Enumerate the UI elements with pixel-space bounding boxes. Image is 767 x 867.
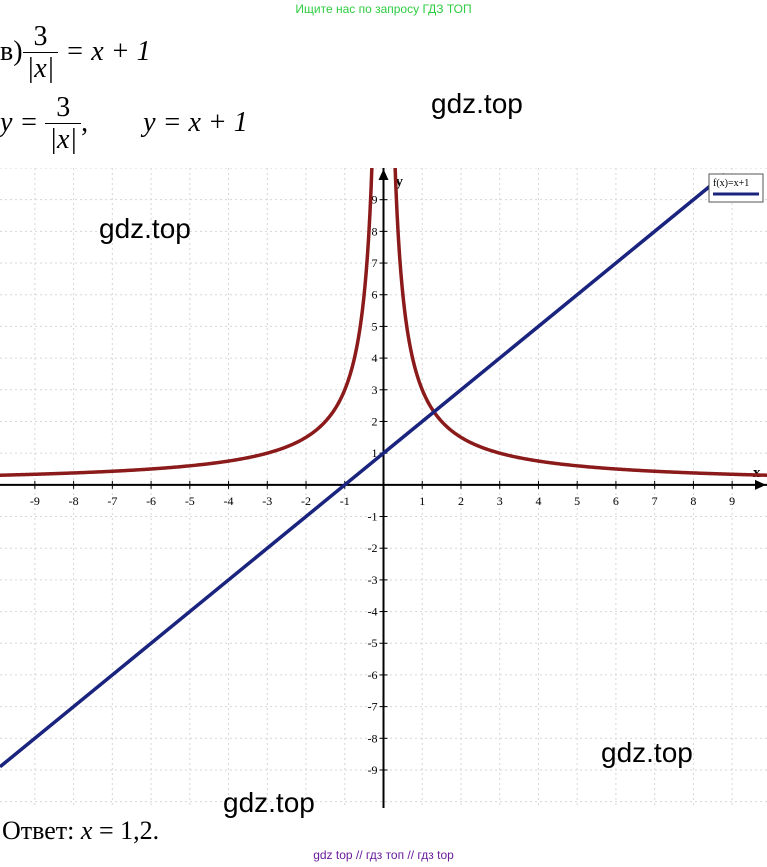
fraction-denominator: |x| xyxy=(22,52,59,85)
footer[interactable]: gdz top // гдз топ // гдз top xyxy=(313,848,454,862)
function-fraction: 3 |x| xyxy=(45,92,82,156)
y-tick-label: -7 xyxy=(368,700,378,714)
y-tick-label: -6 xyxy=(368,668,378,682)
x-tick-label: -1 xyxy=(340,494,350,508)
x-tick-label: -9 xyxy=(30,494,40,508)
y-tick-label: 8 xyxy=(372,224,378,238)
y-tick-label: -3 xyxy=(368,573,378,587)
watermark: gdz.top xyxy=(601,737,693,768)
x-tick-label: 9 xyxy=(729,494,735,508)
function-definitions: y = 3 |x|, y = x + 1 xyxy=(0,93,248,156)
answer-value: 1,2. xyxy=(120,816,160,845)
y-tick-label: -4 xyxy=(368,605,378,619)
x-tick-label: -3 xyxy=(262,494,272,508)
ticks: -9 -8 -7 -6 -5 -4 -3 -2 -1 1 2 3 4 5 6 7 8 9 -9 -8 -7 -6 -5 -4 -… xyxy=(30,193,735,777)
fraction-3-over-abs-x: 3 |x| xyxy=(22,21,59,85)
x-tick-label: 3 xyxy=(497,494,503,508)
equation: в) 3 |x| = x + 1 xyxy=(0,22,151,85)
function-comma: , xyxy=(81,106,89,138)
y-tick-label: -8 xyxy=(368,731,378,745)
axes: xy xyxy=(0,168,767,808)
function-linear: y = x + 1 xyxy=(143,106,248,138)
function-fraction-numerator: 3 xyxy=(56,92,71,123)
answer-variable: x xyxy=(80,816,93,845)
answer: Ответ: x = 1,2. xyxy=(2,816,159,846)
y-tick-label: -9 xyxy=(368,763,378,777)
function-graph: xy -9 -8 -7 -6 -5 -4 -3 -2 -1 1 2 3 4 5 6 7 8 9-9-8-7-6-5… xyxy=(0,168,767,808)
x-tick-label: 1 xyxy=(419,494,425,508)
x-axis-arrow xyxy=(755,479,766,490)
legend: f(x)=x+1 xyxy=(708,173,764,203)
function-fraction-denominator: |x| xyxy=(45,123,82,156)
x-tick-label: 6 xyxy=(613,494,619,508)
x-tick-label: -4 xyxy=(224,494,234,508)
answer-equals: = xyxy=(98,816,114,845)
y-axis-arrow xyxy=(378,169,389,180)
legend-box xyxy=(708,173,764,203)
watermark: gdz.top xyxy=(431,88,523,119)
y-tick-label: -1 xyxy=(368,510,378,524)
top-banner[interactable]: Ищите нас по запросу ГДЗ ТОП xyxy=(295,2,472,16)
watermark: gdz.top xyxy=(223,787,315,818)
curve-hyperbola-right xyxy=(393,168,767,477)
curves xyxy=(0,168,767,769)
x-tick-label: -2 xyxy=(301,494,311,508)
x-tick-label: -5 xyxy=(185,494,195,508)
y-tick-label: 3 xyxy=(372,383,378,397)
curve-hyperbola-left xyxy=(0,168,374,477)
equation-rhs: = x + 1 xyxy=(65,35,151,67)
line-x-plus-1 xyxy=(0,172,726,769)
y-tick-label: 4 xyxy=(372,351,378,365)
x-axis-label: x xyxy=(753,465,761,481)
x-tick-label: 8 xyxy=(690,494,696,508)
answer-prefix: Ответ: xyxy=(2,816,75,845)
x-tick-label: 2 xyxy=(458,494,464,508)
legend-label: f(x)=x+1 xyxy=(713,178,749,189)
x-tick-label: -6 xyxy=(146,494,156,508)
y-tick-label: -5 xyxy=(368,636,378,650)
y-tick-label: 6 xyxy=(372,288,378,302)
x-tick-label: -8 xyxy=(69,494,79,508)
x-tick-label: 4 xyxy=(535,494,541,508)
y-tick-label: 7 xyxy=(372,256,378,270)
x-tick-label: 5 xyxy=(574,494,580,508)
y-axis-label: y xyxy=(396,174,404,190)
x-tick-label: 7 xyxy=(652,494,658,508)
y-tick-label: 1 xyxy=(372,446,378,460)
x-tick-label: -7 xyxy=(107,494,117,508)
item-label: в) xyxy=(0,35,23,67)
y-tick-label: 2 xyxy=(372,414,378,428)
fraction-numerator: 3 xyxy=(33,21,48,52)
function-y-lhs: y = xyxy=(0,106,39,138)
watermark: gdz.top xyxy=(99,213,191,244)
y-tick-label: 5 xyxy=(372,319,378,333)
y-tick-label: 9 xyxy=(372,193,378,207)
y-tick-label: -2 xyxy=(368,541,378,555)
